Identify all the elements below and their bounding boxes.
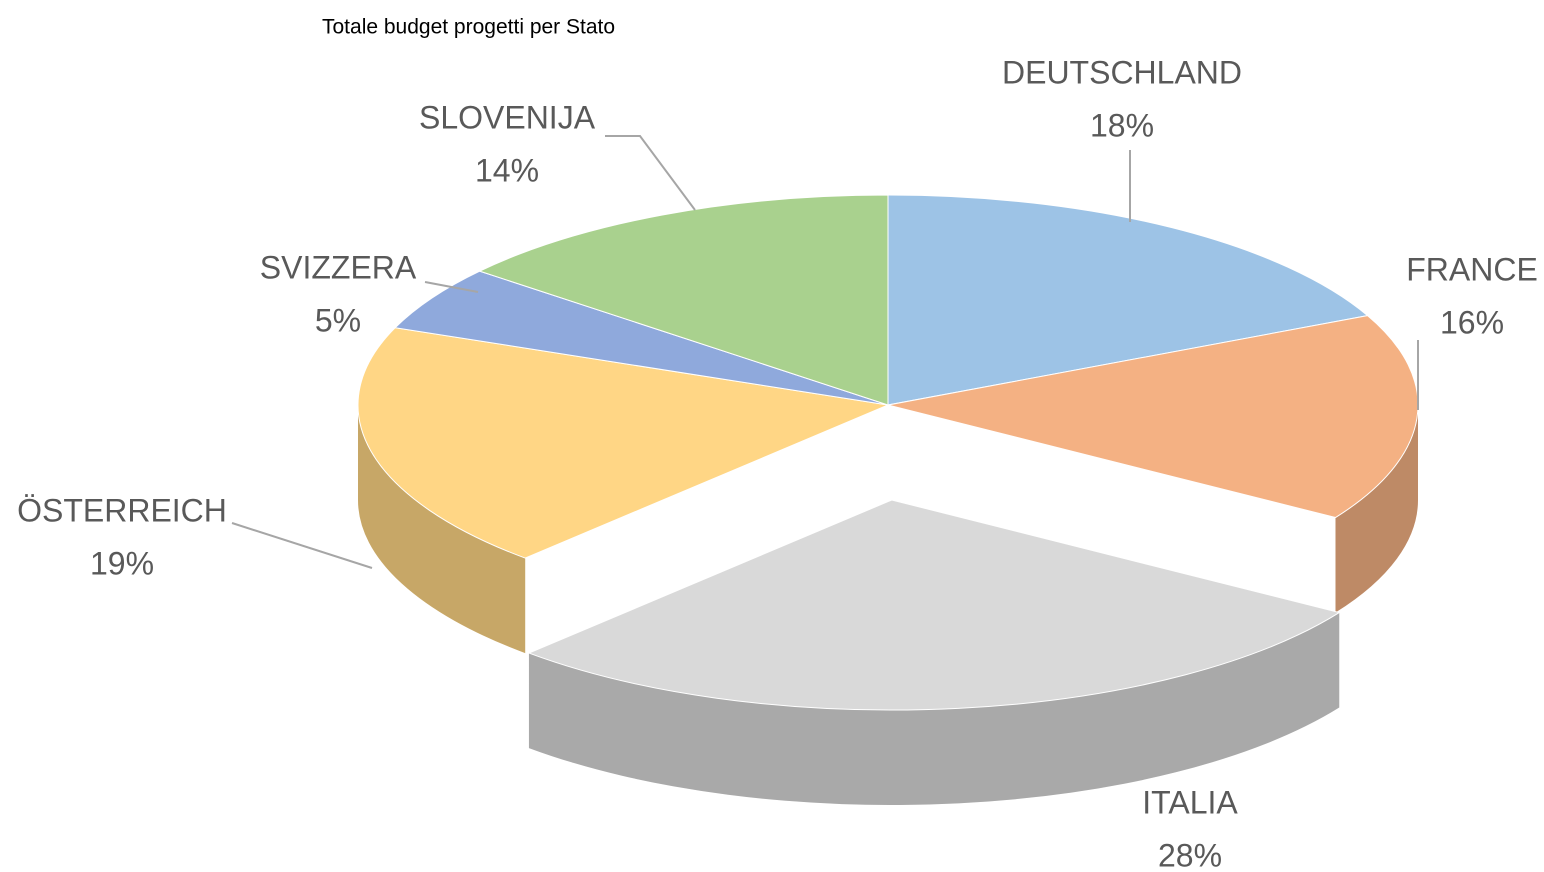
value-label: 19% bbox=[90, 545, 154, 581]
category-label: DEUTSCHLAND bbox=[1002, 54, 1242, 90]
category-label: SVIZZERA bbox=[260, 249, 417, 285]
leader-line bbox=[605, 135, 696, 211]
value-label: 16% bbox=[1440, 304, 1504, 340]
category-label: ÖSTERREICH bbox=[17, 492, 227, 528]
value-label: 18% bbox=[1090, 107, 1154, 143]
leader-line bbox=[424, 281, 479, 293]
slice-side bbox=[528, 612, 1340, 805]
slice bbox=[478, 194, 889, 406]
slice-side bbox=[1335, 405, 1418, 613]
slice-side bbox=[358, 405, 526, 654]
slice-side-shade bbox=[528, 612, 1340, 805]
slice bbox=[394, 270, 889, 406]
category-label: FRANCE bbox=[1406, 251, 1538, 287]
leader-line bbox=[231, 522, 373, 569]
slice bbox=[887, 315, 1419, 519]
category-label: SLOVENIJA bbox=[419, 99, 596, 135]
slice-side-shade bbox=[358, 405, 526, 654]
slice bbox=[887, 194, 1369, 406]
value-label: 14% bbox=[475, 152, 539, 188]
chart-title: Totale budget progetti per Stato bbox=[322, 16, 615, 39]
value-label: 5% bbox=[315, 302, 361, 338]
slice bbox=[357, 327, 890, 559]
slice-side-shade bbox=[1335, 405, 1418, 613]
slice bbox=[527, 499, 1341, 711]
value-label: 28% bbox=[1158, 837, 1222, 872]
category-label: ITALIA bbox=[1142, 784, 1238, 820]
